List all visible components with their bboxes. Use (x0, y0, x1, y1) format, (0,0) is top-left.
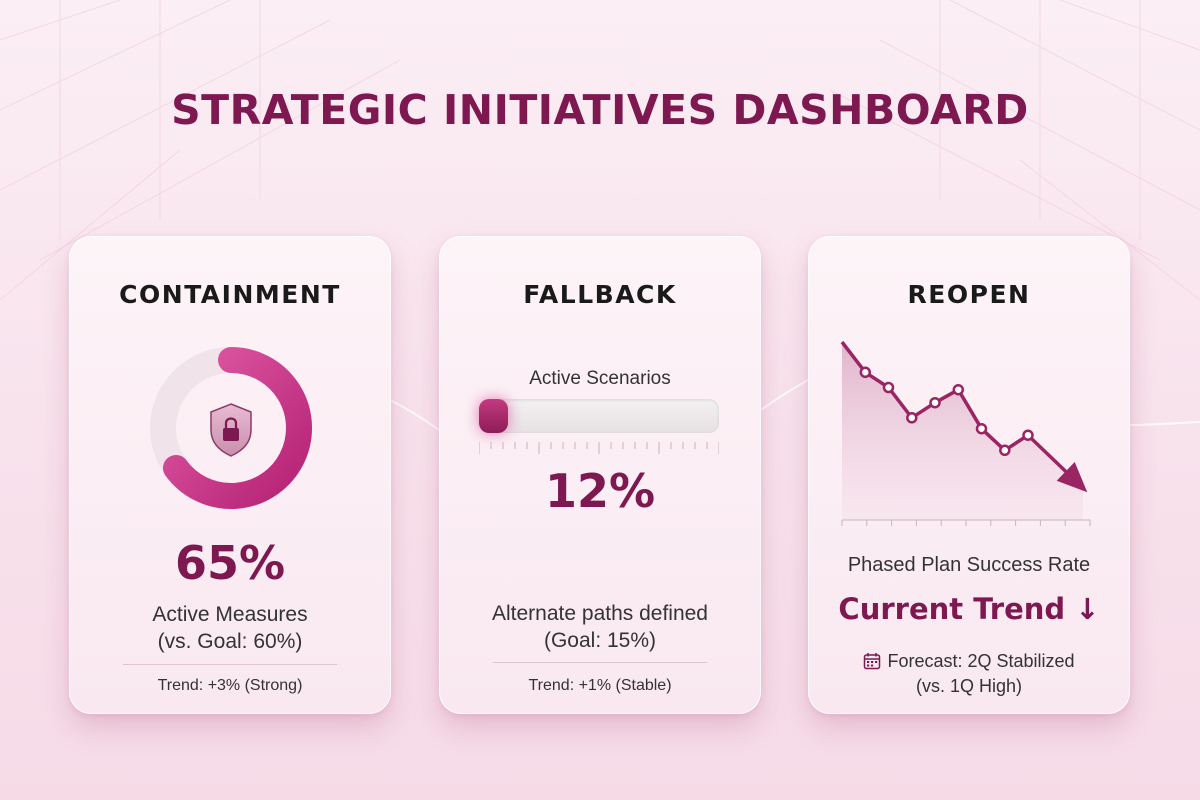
trend-data-point (929, 396, 941, 409)
fallback-value: 12% (544, 464, 656, 518)
containment-goal: (vs. Goal: 60%) (157, 630, 303, 653)
trend-data-point (999, 444, 1011, 457)
containment-value: 65% (174, 536, 286, 590)
trend-data-point (975, 422, 988, 435)
reopen-card: REOPEN Phased Plan Success Rate Current … (808, 236, 1130, 714)
containment-label: Active Measures (152, 603, 308, 626)
shield-lock-icon (210, 403, 252, 457)
containment-divider (123, 664, 337, 665)
containment-trend: Trend: +3% (Strong) (157, 677, 303, 694)
forecast-sub: (vs. 1Q High) (915, 676, 1023, 696)
fallback-title: FALLBACK (523, 280, 677, 309)
calendar-icon (864, 653, 881, 670)
fallback-card: FALLBACK Active Scenarios 12% Alternate … (439, 236, 761, 714)
trend-data-point (1022, 429, 1034, 441)
containment-card: CONTAINMENT 65% Active Measures (vs. Goa… (69, 236, 391, 714)
fallback-progress-fill (479, 399, 508, 433)
donut-value-arc (162, 347, 312, 509)
reopen-chart-label: Phased Plan Success Rate (847, 554, 1091, 576)
reopen-line-chart (840, 340, 1091, 526)
containment-title: CONTAINMENT (119, 280, 341, 309)
fallback-goal: (Goal: 15%) (543, 629, 657, 652)
fallback-progress-ticks (479, 442, 719, 454)
forecast-text: Forecast: 2Q Stabilized (887, 651, 1075, 671)
trend-down-arrow (1056, 462, 1088, 493)
page-title: STRATEGIC INITIATIVES DASHBOARD (171, 86, 1029, 134)
current-trend-headline: Current Trend ↓ (838, 592, 1100, 626)
trend-area-fill (842, 342, 1083, 520)
fallback-progress-bar (479, 399, 719, 433)
fallback-label: Alternate paths defined (492, 602, 708, 625)
fallback-divider (493, 662, 707, 663)
containment-donut-chart (150, 347, 312, 509)
fallback-trend: Trend: +1% (Stable) (528, 677, 672, 694)
reopen-title: REOPEN (907, 280, 1031, 309)
forecast-line: Forecast: 2Q Stabilized (808, 649, 1130, 674)
trend-data-point (882, 381, 895, 394)
trend-series-line (840, 340, 1085, 490)
active-scenarios-label: Active Scenarios (529, 368, 671, 389)
trend-data-point (906, 412, 918, 424)
trend-data-point (952, 383, 965, 396)
trend-data-point (859, 366, 872, 379)
